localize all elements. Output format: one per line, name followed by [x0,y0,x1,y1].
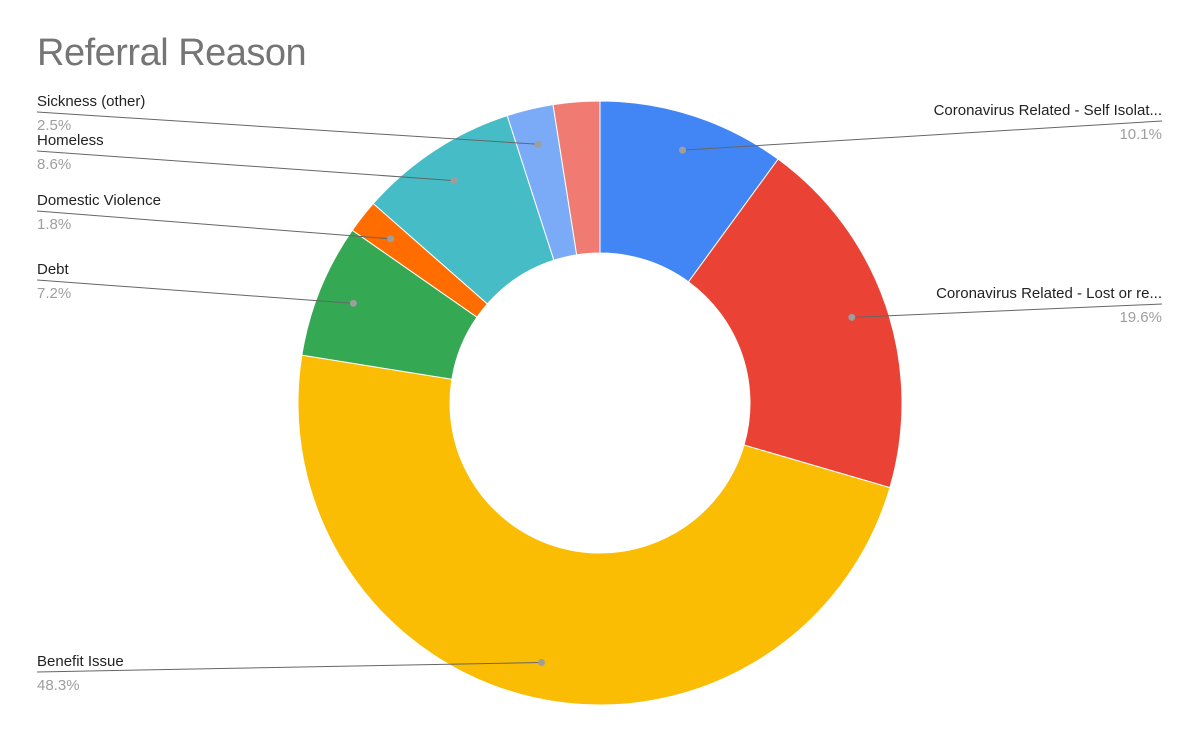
slice-label-domestic-violence: Domestic Violence [37,192,161,209]
leader-line-benefit-issue [36,661,542,673]
slice-label-sickness-other: Sickness (other) [37,93,145,110]
slice-label-homeless: Homeless [37,132,104,149]
slice-value-sickness-other: 2.5% [37,117,71,134]
chart-title: Referral Reason [37,32,307,74]
slice-value-domestic-violence: 1.8% [37,216,71,233]
slice-label-benefit-issue: Benefit Issue [37,653,124,670]
leader-dot-coronavirus-related-self-isolat [679,146,687,154]
slice-coronavirus-related-lost-or-re[interactable] [687,158,903,489]
leader-dot-sickness-other [534,140,542,148]
leader-line-domestic-violence [36,210,391,240]
leader-line-debt [36,279,354,304]
slice-unlabeled[interactable] [552,100,601,256]
labels-group: Coronavirus Related - Self Isolat... 10.1… [36,93,1163,694]
slice-value-coronavirus-related-lost-or-re: 19.6% [1119,309,1162,326]
slice-value-homeless: 8.6% [37,156,71,173]
leader-line-sickness-other [36,111,539,145]
slice-value-debt: 7.2% [37,285,71,302]
leader-dot-debt [349,299,357,307]
leader-line-coronavirus-related-lost-or-re [851,303,1163,318]
slice-value-benefit-issue: 48.3% [37,677,80,694]
leader-dot-benefit-issue [538,658,546,666]
slices-group [297,100,903,706]
leader-dot-homeless [450,177,458,185]
leader-dot-domestic-violence [387,235,395,243]
slice-label-coronavirus-related-self-isolat: Coronavirus Related - Self Isolat... [934,102,1162,119]
slice-label-debt: Debt [37,261,70,278]
slice-value-coronavirus-related-self-isolat: 10.1% [1119,126,1162,143]
leader-line-coronavirus-related-self-isolat [682,120,1163,151]
slice-benefit-issue[interactable] [297,354,891,706]
leader-dot-coronavirus-related-lost-or-re [848,313,856,321]
leader-line-homeless [36,150,455,182]
slice-label-coronavirus-related-lost-or-re: Coronavirus Related - Lost or re... [936,285,1162,302]
